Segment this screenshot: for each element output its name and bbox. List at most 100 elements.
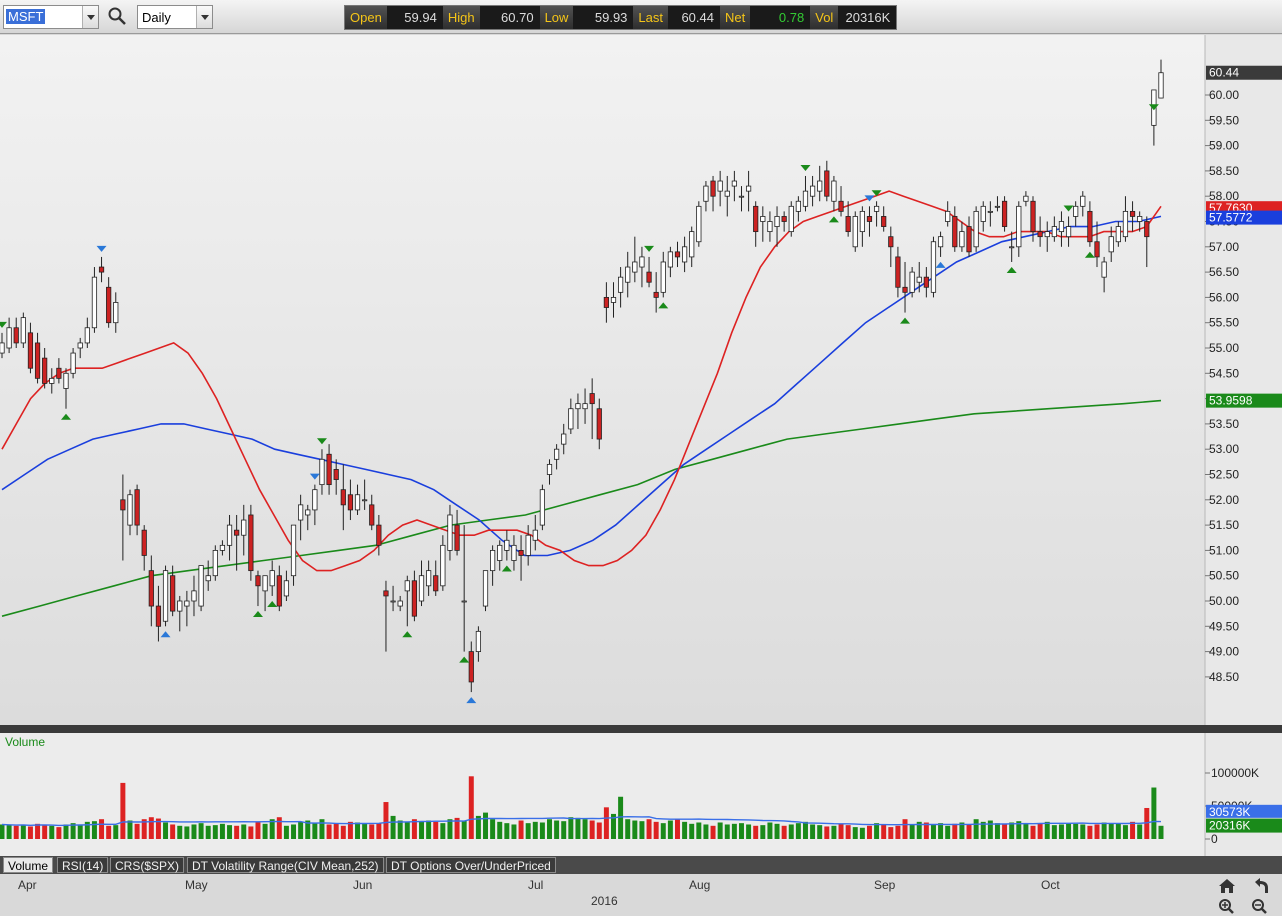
symbol-combo[interactable]: MSFT xyxy=(3,5,99,29)
tab-volatility-range[interactable]: DT Volatility Range(CIV Mean,252) xyxy=(187,857,384,873)
zoom-in-icon[interactable] xyxy=(1219,899,1234,914)
volume-bar xyxy=(824,826,830,839)
interval-dropdown-arrow[interactable] xyxy=(196,6,212,28)
candle-body xyxy=(1108,236,1114,253)
candle-body xyxy=(312,489,318,511)
volume-bar xyxy=(127,820,133,839)
candle-body xyxy=(930,241,937,293)
tab-volume[interactable]: Volume xyxy=(3,857,54,873)
candle-body xyxy=(113,302,119,324)
candle-body xyxy=(561,433,567,445)
candle xyxy=(20,312,26,348)
interval-combo[interactable]: Daily xyxy=(137,5,213,29)
candle-body xyxy=(84,327,90,344)
symbol-value[interactable]: MSFT xyxy=(6,9,46,24)
candle xyxy=(753,201,759,247)
candle-body xyxy=(831,180,837,202)
volume-bar xyxy=(945,825,951,839)
candle xyxy=(667,246,673,278)
volume-bar xyxy=(938,823,944,839)
tab-crs[interactable]: CRS($SPX) xyxy=(110,857,185,873)
pivot-low-marker xyxy=(658,302,669,309)
candle-body xyxy=(234,529,240,536)
volume-bar xyxy=(596,822,602,839)
candle xyxy=(987,201,993,227)
candle-body xyxy=(703,185,709,202)
price-chart[interactable]: 60.0059.5059.0058.5058.0057.5057.0056.50… xyxy=(0,35,1282,725)
tab-rsi[interactable]: RSI(14) xyxy=(57,857,109,873)
tab-options-over-underpriced[interactable]: DT Options Over/UnderPriced xyxy=(386,857,556,873)
candle-body xyxy=(753,205,759,233)
price-panel[interactable]: 60.0059.5059.0058.5058.0057.5057.0056.50… xyxy=(0,35,1282,725)
search-button[interactable] xyxy=(106,5,128,27)
interval-value[interactable]: Daily xyxy=(142,10,171,25)
volume-bar xyxy=(618,796,624,839)
candle-body xyxy=(276,575,282,607)
candle xyxy=(1129,201,1136,232)
pivot-high-marker xyxy=(864,195,875,202)
volume-bar xyxy=(355,822,361,839)
candle xyxy=(134,484,140,536)
candle-body xyxy=(461,600,467,603)
candle xyxy=(582,388,588,424)
candle-body xyxy=(170,575,176,612)
candle-body xyxy=(454,524,460,551)
volume-bar xyxy=(1066,823,1072,839)
ma-long-tag-bg xyxy=(1206,393,1282,408)
candle xyxy=(241,504,247,556)
price-tick-label: 53.50 xyxy=(1209,417,1239,431)
candle-body xyxy=(77,342,83,349)
back-arrow-icon[interactable] xyxy=(1255,878,1268,893)
panel-separator[interactable] xyxy=(0,725,1282,733)
volume-bar xyxy=(874,823,880,839)
volume-bar xyxy=(753,825,759,839)
candle-body xyxy=(596,408,602,440)
zoom-out-icon[interactable] xyxy=(1252,899,1267,914)
candle xyxy=(369,494,375,531)
candles xyxy=(0,59,1164,693)
candle-body xyxy=(1009,246,1015,249)
candle xyxy=(333,459,339,495)
candle-body xyxy=(888,236,894,248)
month-label: Jul xyxy=(528,878,544,892)
volume-bar xyxy=(738,823,744,839)
magnifier-icon[interactable] xyxy=(106,5,128,27)
candle-body xyxy=(248,514,254,572)
candle xyxy=(1137,211,1143,232)
candle-body xyxy=(212,550,218,577)
pivot-high-marker xyxy=(0,321,7,328)
candle-body xyxy=(148,570,154,607)
pivot-high-marker xyxy=(800,164,811,171)
volume-bar xyxy=(1058,824,1064,839)
candle xyxy=(589,378,595,440)
volume-bar xyxy=(575,817,581,839)
volume-chart[interactable]: 100000K50000K030573K20316K xyxy=(0,733,1282,856)
candle-body xyxy=(1080,195,1086,207)
candle-body xyxy=(539,489,545,526)
pivot-low-marker xyxy=(60,413,71,420)
candle xyxy=(440,535,446,591)
candle xyxy=(283,570,290,601)
candle xyxy=(418,560,425,607)
candle xyxy=(689,226,695,268)
price-tick-label: 59.50 xyxy=(1209,113,1239,127)
candle-body xyxy=(1087,210,1093,243)
volume-bar xyxy=(35,823,41,839)
low-label: Low xyxy=(539,6,574,29)
volume-bar xyxy=(497,821,503,839)
ma-mid-line xyxy=(1,215,1162,557)
volume-bars xyxy=(0,776,1164,839)
volume-panel[interactable]: 100000K50000K030573K20316K Volume xyxy=(0,733,1282,856)
candle-body xyxy=(497,544,503,561)
candle xyxy=(34,332,41,384)
candle-body xyxy=(937,236,944,248)
candle-body xyxy=(1101,261,1107,278)
candle xyxy=(575,393,581,429)
candle-body xyxy=(490,550,496,572)
candle-body xyxy=(838,200,844,212)
candle-body xyxy=(134,489,140,526)
volume-bar xyxy=(447,819,453,839)
home-icon[interactable] xyxy=(1219,879,1235,893)
candle-body xyxy=(994,205,1001,208)
symbol-dropdown-arrow[interactable] xyxy=(82,6,98,28)
